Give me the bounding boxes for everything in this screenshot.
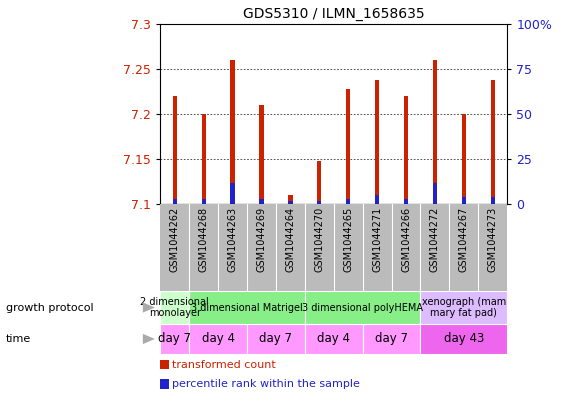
Bar — [189, 324, 247, 354]
Text: GSM1044269: GSM1044269 — [257, 207, 266, 272]
Polygon shape — [143, 334, 155, 344]
Bar — [490, 197, 495, 204]
Bar — [420, 291, 507, 324]
Bar — [317, 161, 321, 204]
Bar — [173, 96, 177, 204]
Text: growth protocol: growth protocol — [6, 303, 93, 312]
Bar — [230, 183, 235, 204]
Text: day 7: day 7 — [375, 332, 408, 345]
Bar — [346, 89, 350, 204]
Bar — [305, 324, 363, 354]
Text: GSM1044273: GSM1044273 — [488, 207, 498, 272]
Text: GSM1044264: GSM1044264 — [286, 207, 296, 272]
Text: GSM1044272: GSM1044272 — [430, 207, 440, 272]
Text: GSM1044263: GSM1044263 — [227, 207, 238, 272]
Polygon shape — [143, 303, 155, 313]
Text: GSM1044265: GSM1044265 — [343, 207, 353, 272]
Bar — [160, 360, 169, 369]
Bar — [404, 96, 408, 204]
Bar — [160, 291, 189, 324]
Bar — [346, 199, 350, 204]
Bar — [490, 80, 495, 204]
Text: GSM1044266: GSM1044266 — [401, 207, 411, 272]
Bar — [230, 60, 235, 204]
Text: day 43: day 43 — [444, 332, 484, 345]
Bar — [160, 324, 189, 354]
Bar — [404, 199, 408, 204]
Bar — [433, 183, 437, 204]
Text: GSM1044267: GSM1044267 — [459, 207, 469, 272]
Title: GDS5310 / ILMN_1658635: GDS5310 / ILMN_1658635 — [243, 7, 424, 21]
Text: 3 dimensional polyHEMA: 3 dimensional polyHEMA — [302, 303, 423, 312]
Bar — [160, 379, 169, 389]
Bar — [375, 195, 380, 204]
Text: day 4: day 4 — [317, 332, 350, 345]
Bar — [259, 105, 264, 204]
Text: transformed count: transformed count — [173, 360, 276, 370]
Text: GSM1044262: GSM1044262 — [170, 207, 180, 272]
Text: xenograph (mam
mary fat pad): xenograph (mam mary fat pad) — [422, 297, 506, 318]
Bar — [433, 60, 437, 204]
Bar — [462, 197, 466, 204]
Text: percentile rank within the sample: percentile rank within the sample — [173, 379, 360, 389]
Text: GSM1044270: GSM1044270 — [314, 207, 324, 272]
Text: time: time — [6, 334, 31, 344]
Bar — [189, 291, 305, 324]
Bar — [363, 324, 420, 354]
Text: day 4: day 4 — [202, 332, 234, 345]
Text: day 7: day 7 — [259, 332, 293, 345]
Bar — [420, 324, 507, 354]
Bar — [462, 114, 466, 204]
Bar — [247, 324, 305, 354]
Bar — [173, 199, 177, 204]
Text: 3 dimensional Matrigel: 3 dimensional Matrigel — [191, 303, 303, 312]
Bar — [317, 201, 321, 204]
Text: 2 dimensional
monolayer: 2 dimensional monolayer — [141, 297, 209, 318]
Text: GSM1044268: GSM1044268 — [199, 207, 209, 272]
Bar — [202, 199, 206, 204]
Text: day 7: day 7 — [158, 332, 191, 345]
Text: GSM1044271: GSM1044271 — [372, 207, 382, 272]
Bar — [288, 201, 293, 204]
Bar — [202, 114, 206, 204]
Bar — [375, 80, 380, 204]
Bar — [305, 291, 420, 324]
Bar — [259, 199, 264, 204]
Bar — [288, 195, 293, 204]
